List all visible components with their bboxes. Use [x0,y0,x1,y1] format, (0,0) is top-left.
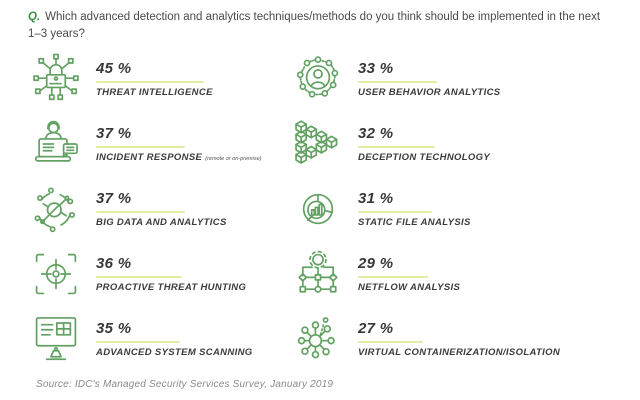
stat-label: INCIDENT RESPONSE (remote or on-premise) [96,151,262,163]
value-bar [96,275,183,278]
stat-label: USER BEHAVIOR ANALYTICS [358,86,501,98]
stat-value: 32 % [358,124,394,142]
stat-value: 35 % [96,319,132,337]
value-bar [358,210,433,213]
value-bar [358,80,438,83]
right-column: 33 % USER BEHAVIOR ANALYTICS [286,46,626,371]
stat-item-containerization: 27 % VIRTUAL CONTAINERIZATION/ISOLATION [286,306,626,371]
stat-item-system-scanning: 35 % ADVANCED SYSTEM SCANNING [24,306,286,371]
value-bar [358,340,423,343]
stat-label: ADVANCED SYSTEM SCANNING [96,346,253,358]
stat-value: 37 % [96,189,132,207]
stat-item-threat-intelligence: 45 % THREAT INTELLIGENCE [24,46,286,111]
big-data-analytics-icon [24,179,88,239]
value-bar [96,80,204,83]
system-scanning-icon [24,309,88,369]
incident-response-icon [24,114,88,174]
infographic-grid: 45 % THREAT INTELLIGENCE [24,46,640,371]
stat-item-user-behavior: 33 % USER BEHAVIOR ANALYTICS [286,46,626,111]
stat-value: 45 % [96,59,132,77]
stat-value: 29 % [358,254,394,272]
stat-label: NETFLOW ANALYSIS [358,281,461,293]
value-bar [96,210,185,213]
left-column: 45 % THREAT INTELLIGENCE [24,46,286,371]
stat-item-deception-technology: 32 % DECEPTION TECHNOLOGY [286,111,626,176]
stat-item-incident-response: 37 % INCIDENT RESPONSE (remote or on-prem… [24,111,286,176]
stat-value: 33 % [358,59,394,77]
stat-item-netflow-analysis: 29 % NETFLOW ANALYSIS [286,241,626,306]
stat-label: STATIC FILE ANALYSIS [358,216,471,228]
value-bar [358,275,428,278]
stat-label: THREAT INTELLIGENCE [96,86,213,98]
survey-question: Q. Which advanced detection and analytics… [0,0,640,42]
stat-label: BIG DATA AND ANALYTICS [96,216,227,228]
stat-value: 31 % [358,189,394,207]
threat-hunting-icon [24,244,88,304]
stat-label-note: (remote or on-premise) [205,155,262,162]
netflow-analysis-icon [286,244,350,304]
stat-item-threat-hunting: 36 % PROACTIVE THREAT HUNTING [24,241,286,306]
threat-intelligence-icon [24,49,88,109]
stat-value: 36 % [96,254,132,272]
stat-value: 27 % [358,319,394,337]
value-bar [96,340,180,343]
question-prefix: Q. [28,11,41,23]
value-bar [96,145,185,148]
static-file-analysis-icon [286,179,350,239]
source-attribution: Source: IDC's Managed Security Services … [36,379,334,390]
value-bar [358,145,435,148]
stat-item-static-file-analysis: 31 % STATIC FILE ANALYSIS [286,176,626,241]
containerization-icon [286,309,350,369]
stat-label: DECEPTION TECHNOLOGY [358,151,491,163]
user-behavior-icon [286,49,350,109]
deception-technology-icon [286,114,350,174]
stat-value: 37 % [96,124,132,142]
stat-item-big-data: 37 % BIG DATA AND ANALYTICS [24,176,286,241]
question-text: Which advanced detection and analytics t… [28,11,601,40]
stat-label: PROACTIVE THREAT HUNTING [96,281,247,293]
stat-label: VIRTUAL CONTAINERIZATION/ISOLATION [358,346,561,358]
